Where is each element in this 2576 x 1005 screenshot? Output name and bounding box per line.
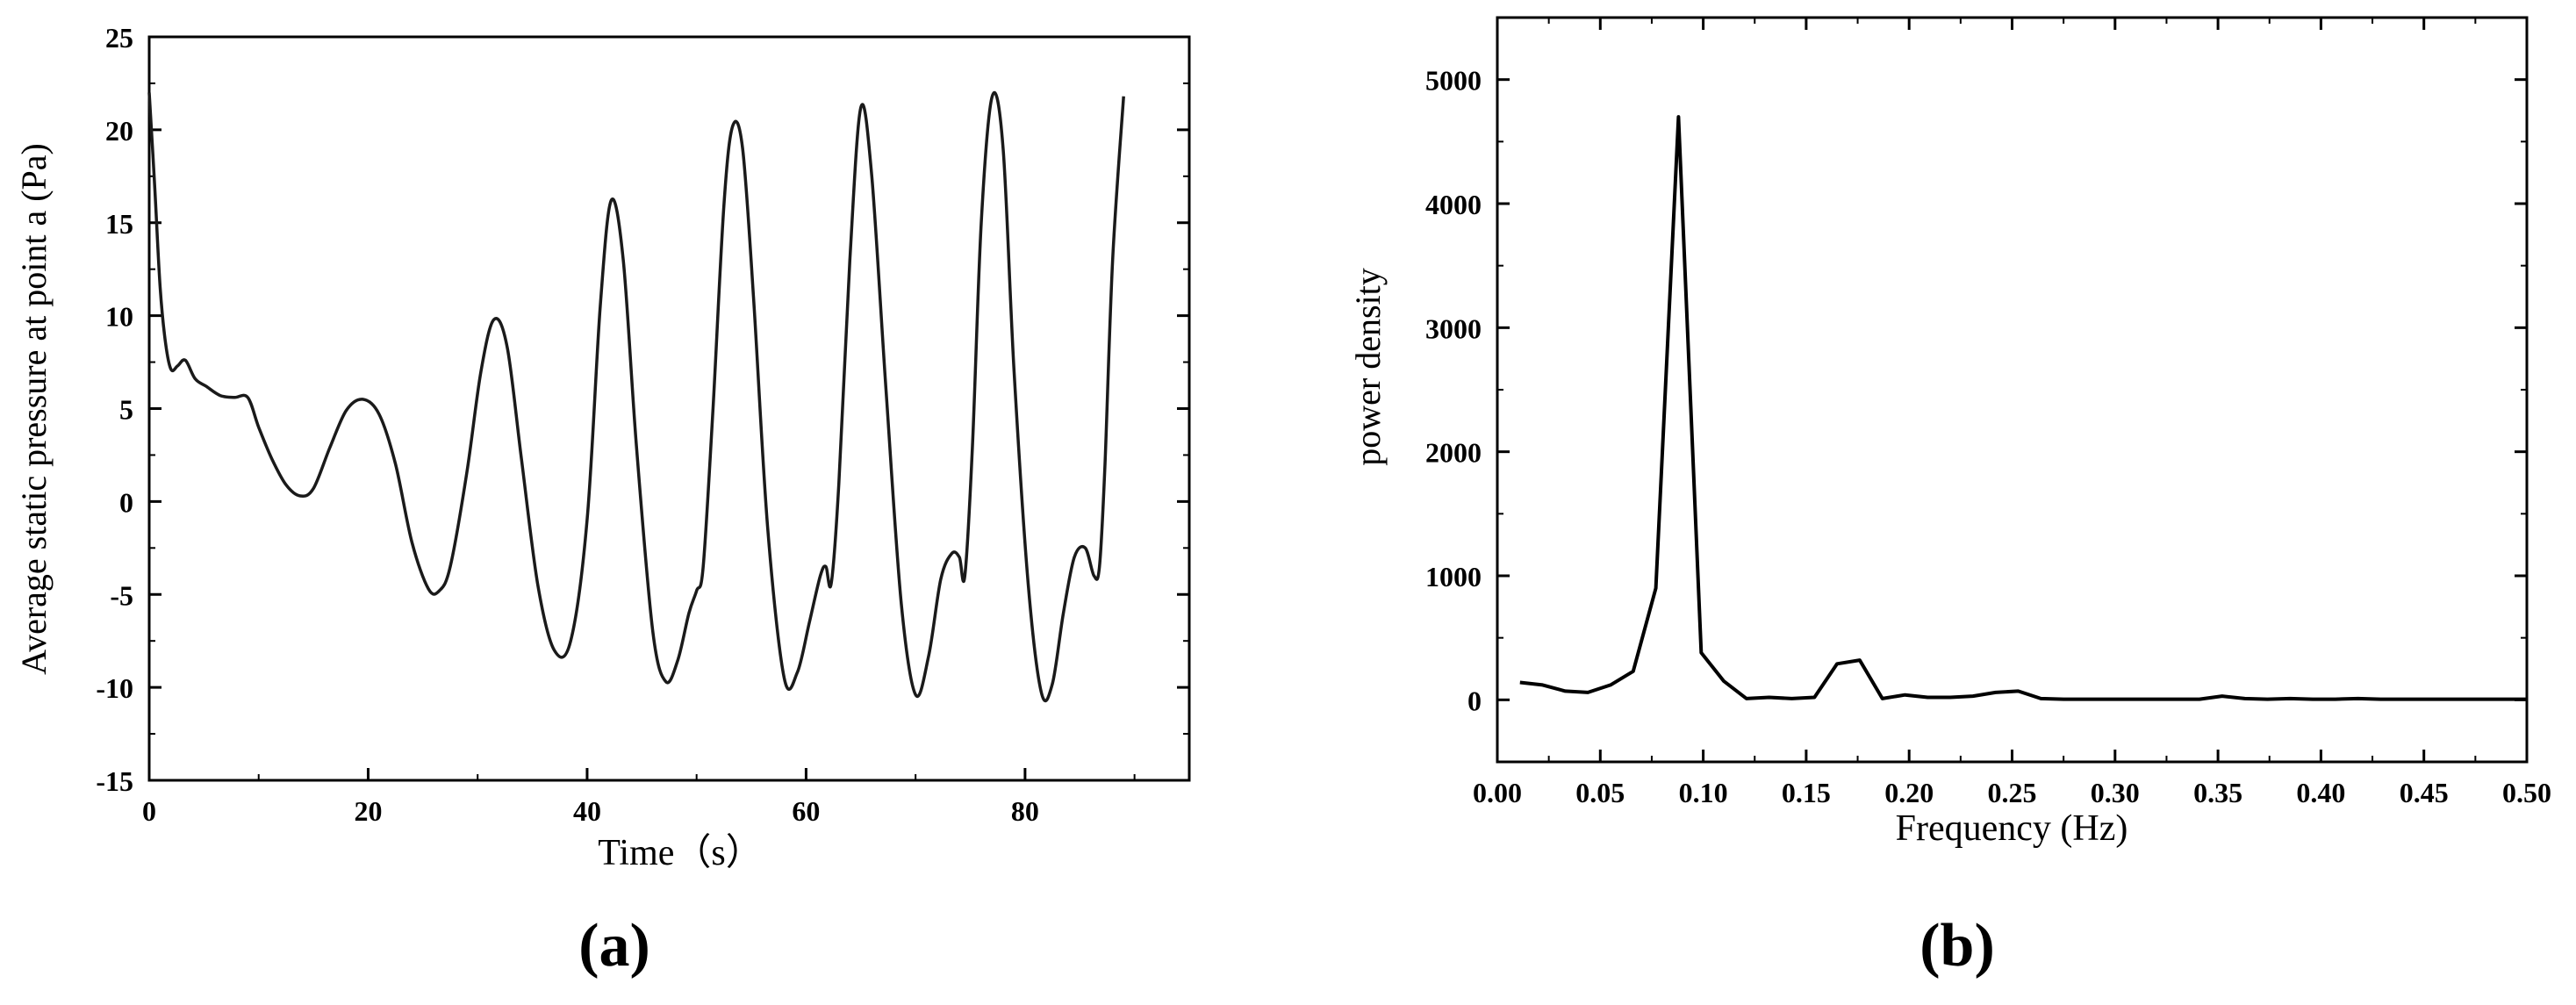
panel-label-b: (b)	[1919, 912, 1995, 980]
y-axis-title-b: power density	[1348, 268, 1388, 466]
x-axis-a: 0 20 40 60 80	[142, 768, 1136, 827]
panel-label-a: (a)	[578, 912, 650, 980]
y-axis-a: -15 -10 -5 0 5 10 15 20 25	[96, 22, 1189, 797]
series-line-b	[1519, 115, 2527, 701]
plot-frame-b	[1496, 16, 2529, 764]
x-tick-label-b: 0.05	[1575, 777, 1625, 808]
y-axis-b: 0 1000 2000 3000 4000 5000	[1425, 17, 2527, 763]
x-tick-label-b: 0.35	[2193, 777, 2242, 808]
x-tick-label-b: 0.20	[1884, 777, 1934, 808]
y-tick-label-a: 5	[119, 394, 133, 426]
y-tick-label-b: 2000	[1425, 437, 1482, 469]
x-tick-label-a: 20	[354, 795, 382, 827]
x-tick-label-b: 0.30	[2091, 777, 2140, 808]
y-tick-label-b: 0	[1467, 685, 1482, 716]
x-axis-b: 0.00 0.05 0.10 0.15 0.20 0.25 0.30 0.35 0.40 0.45…	[1473, 18, 2551, 808]
y-tick-label-a: 15	[105, 208, 133, 240]
x-tick-label-a: 60	[792, 795, 820, 827]
x-tick-label-b: 0.00	[1473, 777, 1522, 808]
y-axis-title-a: Average static pressure at point a (Pa)	[14, 143, 54, 675]
x-tick-label-b: 0.50	[2502, 777, 2551, 808]
x-tick-label-b: 0.40	[2296, 777, 2345, 808]
y-tick-label-a: -15	[96, 765, 133, 797]
y-tick-label-b: 1000	[1425, 561, 1482, 592]
y-tick-label-b: 3000	[1425, 312, 1482, 344]
y-tick-label-b: 5000	[1425, 65, 1482, 97]
series-line-a	[147, 90, 1125, 703]
x-tick-label-b: 0.25	[1988, 777, 2037, 808]
x-tick-label-a: 0	[142, 795, 156, 827]
chart-a: -15 -10 -5 0 5 10 15 20 25 0 20 40 60 80 Average sta…	[14, 22, 1191, 980]
y-tick-label-b: 4000	[1425, 189, 1482, 220]
x-tick-label-a: 80	[1011, 795, 1039, 827]
y-tick-label-a: -10	[96, 672, 133, 704]
x-tick-label-b: 0.15	[1782, 777, 1831, 808]
y-tick-label-a: 10	[105, 301, 133, 333]
y-tick-label-a: 20	[105, 115, 133, 147]
x-tick-label-a: 40	[573, 795, 601, 827]
y-tick-label-a: -5	[110, 579, 133, 611]
x-tick-label-b: 0.10	[1679, 777, 1728, 808]
x-tick-label-b: 0.45	[2400, 777, 2449, 808]
y-tick-label-a: 0	[119, 486, 133, 518]
plot-frame-a	[147, 35, 1191, 782]
y-tick-label-a: 25	[105, 22, 133, 54]
x-axis-title-b: Frequency (Hz)	[1896, 808, 2128, 849]
x-axis-title-a: Time（s）	[598, 833, 763, 873]
